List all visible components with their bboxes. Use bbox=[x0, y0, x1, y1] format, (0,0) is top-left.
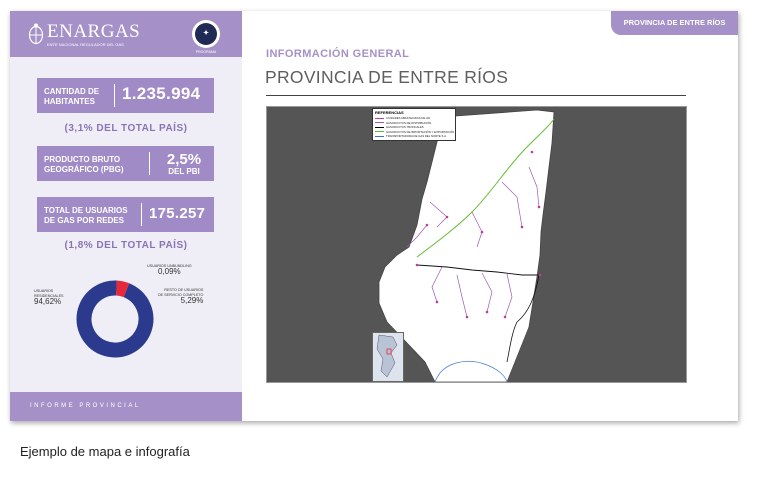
legend-item: CIUDADES ABASTECIDAS DE GN bbox=[375, 116, 430, 120]
location-inset-map bbox=[372, 332, 404, 382]
stat-label-line: PRODUCTO BRUTO bbox=[44, 155, 121, 164]
stat-label-line: TOTAL DE USUARIOS bbox=[44, 206, 128, 215]
image-caption: Ejemplo de mapa e infografía bbox=[20, 444, 190, 459]
legend-label: GASODUCTOS TRONCALES bbox=[386, 125, 424, 129]
province-tag: PROVINCIA DE ENTRE RÍOS bbox=[611, 11, 738, 35]
stat-pbg-value: 2,5% DEL PBI bbox=[159, 152, 209, 176]
legend-label: GASODUCTOS DE DISTRIBUCIÓN bbox=[386, 120, 432, 125]
habitantes-percentage: (3,1% DEL TOTAL PAÍS) bbox=[64, 123, 188, 134]
inset-graphic bbox=[376, 334, 398, 378]
sidebar: ENARGAS ENTE NACIONAL REGULADOR DEL GAS … bbox=[10, 11, 242, 421]
stat-usuarios: TOTAL DE USUARIOS DE GAS POR REDES 175.2… bbox=[37, 197, 214, 232]
legend-label: TRANSPORTADORA DE GAS DEL NORTE S.A. bbox=[386, 134, 447, 138]
stat-habitantes: CANTIDAD DE HABITANTES 1.235.994 bbox=[37, 78, 214, 113]
title-rule bbox=[266, 95, 686, 96]
users-donut-chart bbox=[76, 280, 154, 358]
legend-swatch bbox=[375, 126, 384, 128]
donut-label-line: RESTO DE USUARIOS bbox=[164, 288, 204, 292]
slide: ENARGAS ENTE NACIONAL REGULADOR DEL GAS … bbox=[10, 11, 738, 421]
stat-pbg-label: PRODUCTO BRUTO GEOGRÁFICO (PBG) bbox=[44, 155, 124, 175]
legend-swatch bbox=[375, 135, 384, 137]
legend-item: TRANSPORTADORA DE GAS DEL NORTE S.A. bbox=[375, 134, 447, 138]
stat-habitantes-value: 1.235.994 bbox=[122, 84, 201, 103]
donut-label-unbundling: USUARIOS UNBUNDLING 0,09% bbox=[147, 264, 192, 276]
donut-label-line: DE SERVICIO COMPLETO bbox=[158, 293, 204, 297]
donut-value: 94,62% bbox=[34, 297, 62, 306]
donut-label-line: USUARIOS bbox=[34, 289, 54, 293]
stat-habitantes-label: CANTIDAD DE HABITANTES bbox=[44, 87, 99, 107]
stat-label-line: HABITANTES bbox=[44, 97, 95, 106]
logo-name: ENARGAS bbox=[47, 21, 141, 42]
legend-swatch bbox=[375, 122, 384, 123]
sidebar-header: ENARGAS ENTE NACIONAL REGULADOR DEL GAS … bbox=[10, 11, 242, 57]
stat-divider bbox=[114, 84, 115, 107]
legend-title: REFERENCIAS bbox=[375, 110, 404, 115]
enargas-logo: ENARGAS ENTE NACIONAL REGULADOR DEL GAS bbox=[28, 21, 141, 47]
legend-item: GASODUCTOS DE DISTRIBUCIÓN bbox=[375, 121, 431, 125]
stat-label-line: DE GAS POR REDES bbox=[44, 216, 125, 225]
stat-divider bbox=[149, 152, 150, 175]
donut-label-residenciales: USUARIOS RESIDENCIALES 94,62% bbox=[34, 289, 64, 306]
stat-label-line: GEOGRÁFICO (PBG) bbox=[44, 165, 124, 174]
legend-label: GASODUCTOS DE IMPORTACIÓN Y EXPORTACIÓN bbox=[386, 129, 455, 134]
stat-divider bbox=[141, 203, 142, 226]
seal-emblem-icon: ✦ bbox=[195, 23, 217, 45]
map-graphic bbox=[378, 109, 686, 382]
program-seal: ✦ bbox=[192, 20, 220, 48]
legend-swatch bbox=[375, 117, 384, 119]
donut-label-line: RESIDENCIALES bbox=[34, 294, 64, 298]
legend-item: GASODUCTOS DE IMPORTACIÓN Y EXPORTACIÓN bbox=[375, 130, 454, 134]
legend-label: CIUDADES ABASTECIDAS DE GN bbox=[386, 116, 431, 120]
donut-segment-0 bbox=[76, 280, 154, 358]
seal-label: PROGRAMA bbox=[195, 50, 217, 54]
donut-svg bbox=[76, 280, 154, 358]
donut-value: 0,09% bbox=[157, 267, 181, 276]
section-heading: INFORMACIÓN GENERAL bbox=[266, 48, 410, 60]
legend-swatch bbox=[375, 131, 384, 132]
stat-label-line: CANTIDAD DE bbox=[44, 87, 100, 96]
stat-usuarios-value: 175.257 bbox=[149, 205, 206, 222]
legend-item: GASODUCTOS TRONCALES bbox=[375, 125, 424, 129]
logo-text: ENARGAS ENTE NACIONAL REGULADOR DEL GAS bbox=[47, 21, 141, 47]
donut-label-line: USUARIOS UNBUNDLING bbox=[147, 264, 192, 268]
map-legend: REFERENCIAS CIUDADES ABASTECIDAS DE GN G… bbox=[372, 108, 456, 141]
argentina-coat-of-arms-icon bbox=[28, 23, 44, 45]
stat-usuarios-label: TOTAL DE USUARIOS DE GAS POR REDES bbox=[44, 206, 128, 226]
page-title: PROVINCIA DE ENTRE RÍOS bbox=[265, 67, 509, 87]
pbg-value: 2,5% bbox=[166, 151, 202, 168]
logo-subtitle: ENTE NACIONAL REGULADOR DEL GAS bbox=[47, 42, 124, 47]
usuarios-percentage: (1,8% DEL TOTAL PAÍS) bbox=[64, 240, 188, 251]
province-map: REFERENCIAS CIUDADES ABASTECIDAS DE GN G… bbox=[266, 106, 687, 383]
footer-text: INFORME PROVINCIAL bbox=[30, 403, 141, 409]
donut-label-resto: RESTO DE USUARIOS DE SERVICIO COMPLETO 5… bbox=[158, 288, 204, 305]
stat-pbg: PRODUCTO BRUTO GEOGRÁFICO (PBG) 2,5% DEL… bbox=[37, 146, 214, 181]
donut-value: 5,29% bbox=[180, 296, 204, 305]
sidebar-footer: INFORME PROVINCIAL bbox=[10, 392, 242, 421]
pbg-value-sub: DEL PBI bbox=[168, 167, 200, 176]
